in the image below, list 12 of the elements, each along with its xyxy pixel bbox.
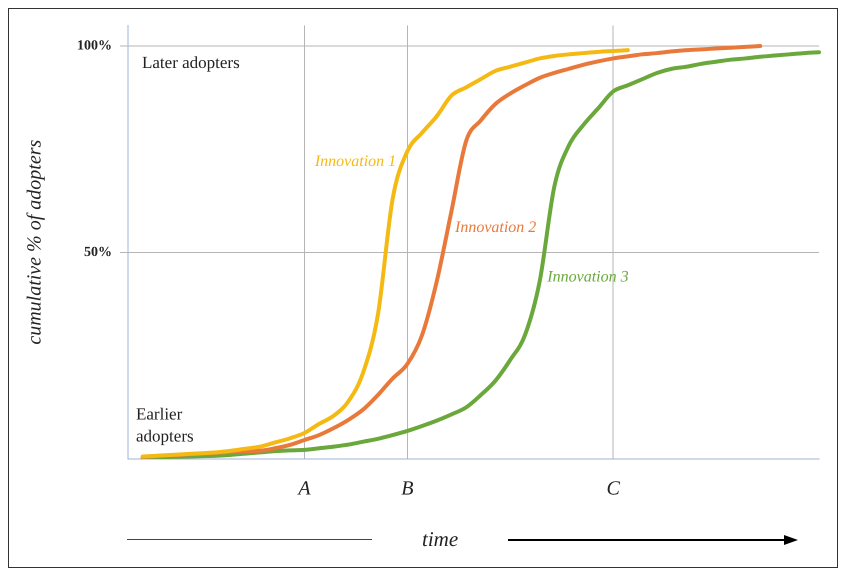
series-label: Innovation 3 [546,268,629,286]
annotation: Later adopters [142,52,240,72]
x-tick-label: C [606,477,620,500]
x-tick-label: B [401,477,414,500]
y-tick-label: 50% [84,245,112,260]
y-tick-label: 100% [77,38,112,54]
annotation: Earlier adopters [136,404,194,446]
y-axis-title: cumulative % of adopters [23,140,46,345]
series-label: Innovation 1 [314,152,396,170]
series-label: Innovation 2 [454,218,536,236]
x-tick-label: A [296,477,312,500]
x-axis-title: time [421,527,460,552]
